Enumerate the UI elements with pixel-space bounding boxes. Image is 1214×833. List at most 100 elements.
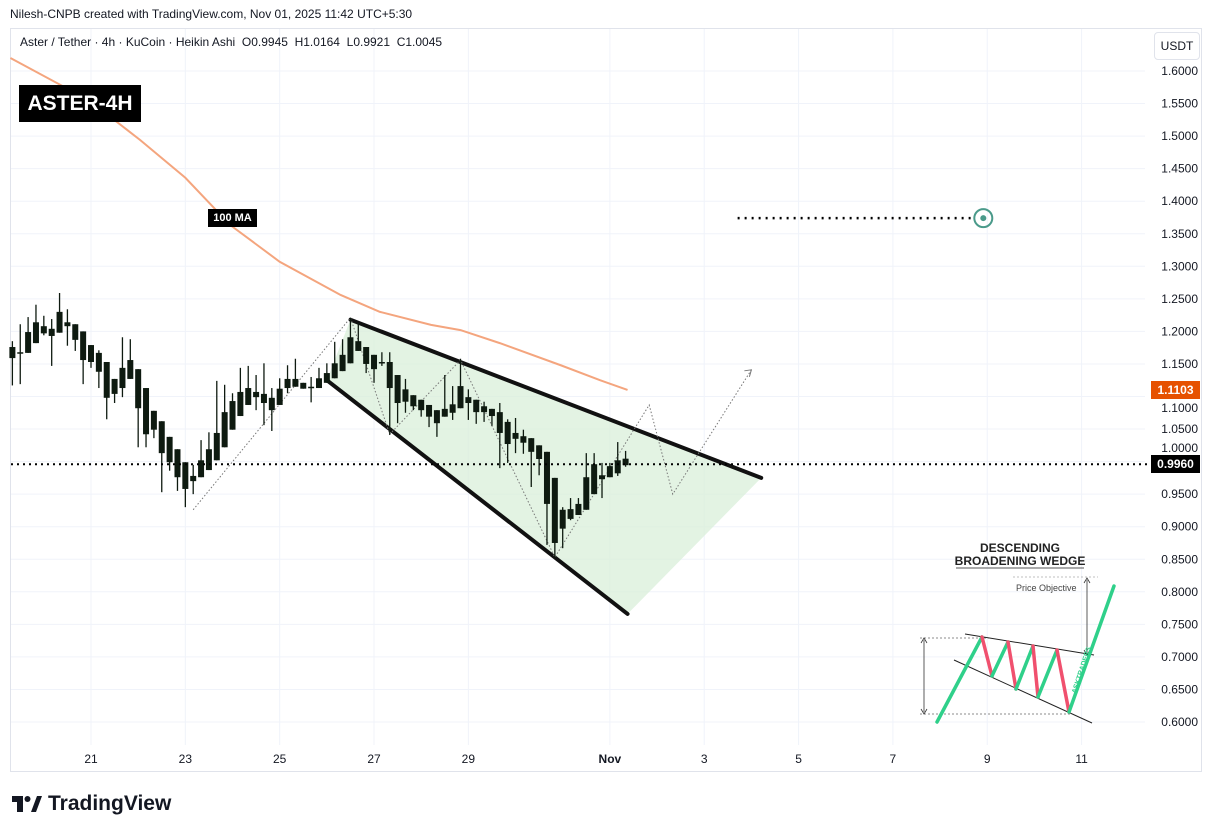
- candle-body: [481, 406, 488, 413]
- target-dot-icon: [980, 215, 987, 222]
- candle-body: [488, 408, 495, 417]
- candle-body: [394, 375, 401, 404]
- price-axis: 1.6000 1.5500 1.5000 1.4500 1.4000 1.3500 1.30…: [1161, 64, 1198, 729]
- candle-body: [135, 369, 142, 409]
- candle-body: [119, 367, 126, 389]
- candle-body: [426, 404, 433, 417]
- candle-body: [551, 477, 558, 543]
- candle-body: [591, 464, 598, 495]
- candle-body: [64, 322, 71, 327]
- candle-body: [32, 322, 39, 344]
- candle-body: [520, 436, 527, 443]
- candle-body: [378, 361, 385, 364]
- wedge-lower-trendline: [324, 378, 630, 616]
- candle-body: [371, 354, 378, 370]
- ma-100-polyline: [9, 57, 628, 391]
- x-tick-label: 3: [701, 752, 708, 766]
- candle-body: [150, 410, 157, 430]
- grid: [11, 29, 1145, 745]
- x-tick-label: Nov: [599, 752, 622, 766]
- inset-up-leg: [990, 640, 1010, 678]
- candle-body: [567, 509, 574, 519]
- ohlc-high: H1.0164: [294, 35, 340, 49]
- candle-body: [292, 378, 299, 387]
- y-tick-label: 0.6000: [1161, 715, 1198, 729]
- candle-body: [284, 378, 291, 389]
- candle-body: [56, 311, 63, 333]
- candle-body: [88, 345, 94, 362]
- candle-body: [95, 352, 102, 372]
- y-tick-label: 0.9500: [1161, 487, 1198, 501]
- candle-body: [127, 360, 134, 379]
- ohlc-low: L0.9921: [346, 35, 391, 49]
- ohlc-close: C1.0045: [396, 35, 443, 49]
- y-tick-label: 0.8000: [1161, 585, 1198, 599]
- candle-body: [575, 503, 582, 515]
- candle-body: [276, 388, 283, 405]
- symbol-legend: Aster / Tether · 4h · KuCoin · Heikin As…: [20, 35, 442, 49]
- candle-body: [229, 401, 236, 430]
- chart-frame: [10, 28, 1202, 772]
- candle-body: [9, 347, 16, 359]
- y-tick-label: 1.2000: [1161, 324, 1198, 338]
- candle-body: [143, 388, 150, 435]
- candle-body: [449, 404, 456, 413]
- inset-up-leg: [1036, 648, 1059, 699]
- wedge-upper-trendline: [348, 317, 764, 480]
- ma-label: 100 MA: [208, 209, 257, 227]
- candle-body: [599, 475, 606, 480]
- chart-title-label: ASTER-4H: [19, 85, 141, 122]
- x-tick-label: 23: [179, 752, 193, 766]
- y-tick-label: 1.2500: [1161, 292, 1198, 306]
- candle-body: [457, 386, 464, 409]
- candle-body: [504, 421, 511, 445]
- y-tick-label: 0.9000: [1161, 520, 1198, 534]
- candle-body: [198, 460, 205, 478]
- y-tick-label: 0.8500: [1161, 552, 1198, 566]
- x-tick-label: 11: [1075, 752, 1088, 766]
- chart-credit: Nilesh-CNPB created with TradingView.com…: [10, 7, 413, 21]
- tradingview-logo-icon: [12, 796, 42, 812]
- candle-body: [583, 477, 590, 510]
- candle-body: [339, 354, 346, 372]
- y-tick-label: 1.1500: [1161, 357, 1198, 371]
- projection-path: [192, 316, 753, 559]
- candle-body: [363, 347, 370, 364]
- candle-body: [245, 388, 252, 405]
- inset-up-leg: [1014, 644, 1035, 691]
- candle-body: [559, 509, 566, 529]
- candle-body: [473, 399, 480, 413]
- candle-body: [17, 352, 24, 354]
- candle-body: [25, 332, 32, 353]
- candle-body: [315, 378, 322, 389]
- candle-body: [182, 462, 189, 489]
- price-lines: [11, 208, 1148, 466]
- candle-body: [543, 451, 550, 504]
- candle-body: [80, 331, 87, 361]
- candle-body: [496, 412, 503, 433]
- candle-body: [355, 341, 362, 351]
- time-axis: 21 23 25 27 29 Nov 3 5 7 9 11: [84, 752, 1088, 766]
- x-tick-label: 27: [367, 752, 381, 766]
- symbol-name[interactable]: Aster / Tether · 4h · KuCoin · Heikin As…: [20, 35, 236, 49]
- candles: [9, 292, 629, 558]
- candle-body: [237, 391, 244, 417]
- currency-button[interactable]: USDT: [1154, 32, 1200, 60]
- candle-body: [221, 412, 228, 448]
- candle-body: [308, 386, 315, 389]
- target-circle-icon: [973, 208, 994, 229]
- candle-body: [268, 397, 275, 411]
- inset-down-leg: [1006, 640, 1018, 691]
- candle-body: [166, 436, 173, 463]
- candle-body: [331, 363, 338, 379]
- candle-body: [103, 361, 110, 398]
- x-tick-label: 25: [273, 752, 287, 766]
- tradingview-logo[interactable]: TradingView: [12, 792, 171, 816]
- candle-body: [441, 408, 448, 417]
- inset-down-leg: [980, 635, 994, 678]
- ma-price-badge: 1.1103: [1151, 380, 1200, 399]
- y-tick-label: 0.7500: [1161, 617, 1198, 631]
- candle-body: [158, 421, 165, 454]
- y-tick-label: 1.1000: [1161, 401, 1198, 415]
